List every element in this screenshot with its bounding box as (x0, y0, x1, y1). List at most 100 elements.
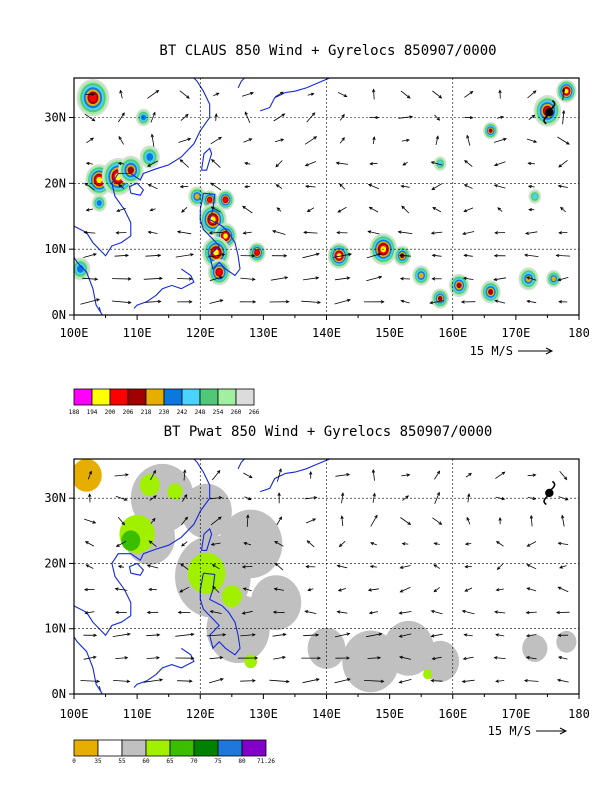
wind-vector-head (93, 633, 98, 637)
wind-vector (524, 254, 539, 257)
colorbar-label: 200 (105, 409, 116, 416)
wind-vector (118, 112, 125, 123)
colorbar-label: 71.26 (257, 758, 275, 765)
pwat-cell (423, 669, 432, 680)
wind-vector-head (368, 611, 373, 615)
wind-vector (496, 116, 504, 119)
wind-vector-head (210, 182, 215, 186)
wind-vector-head (271, 230, 276, 234)
wind-vector (339, 541, 346, 547)
wind-vector (495, 634, 505, 637)
wind-vector-head (436, 117, 441, 121)
wind-vector (305, 185, 316, 188)
wind-vector-head (462, 231, 466, 235)
x-tick-label: 140E (312, 707, 341, 721)
wind-vector-head (208, 231, 213, 235)
wind-vector-head (218, 516, 222, 520)
wind-vector (368, 231, 380, 235)
pwat-cell (139, 474, 160, 497)
grid-lines (74, 78, 579, 315)
wind-vector-head (309, 470, 313, 475)
wind-vector (364, 680, 384, 682)
wind-vector-head (406, 138, 410, 143)
claus-cell (456, 282, 462, 289)
wind-vector-head (115, 610, 119, 615)
wind-vector-head (123, 497, 128, 501)
wind-vector (150, 470, 156, 481)
wind-vector (401, 139, 410, 142)
wind-vector-head (401, 205, 405, 210)
wind-vector-head (369, 565, 374, 569)
wind-vector-head (398, 634, 403, 638)
wind-vector (115, 657, 128, 659)
wind-vector-head (157, 299, 162, 304)
vector-scale-label: 15 M/S (488, 724, 531, 738)
wind-vector-head (533, 139, 538, 143)
wind-vector-head (461, 609, 466, 614)
wind-vector (273, 656, 286, 660)
wind-vector-head (153, 495, 157, 499)
wind-vector (399, 679, 412, 683)
wind-vector-head (494, 299, 499, 303)
wind-vector-head (340, 515, 344, 520)
wind-vector-head (282, 655, 287, 660)
wind-vector-head (494, 231, 498, 235)
wind-vector (559, 470, 568, 480)
wind-vector-head (430, 231, 435, 235)
wind-vector-head (306, 540, 311, 544)
wind-vector-head (399, 253, 404, 258)
wind-vector-head (148, 540, 153, 544)
wind-vector-head (280, 138, 285, 142)
wind-vector-head (125, 473, 129, 477)
wind-vector-head (495, 540, 500, 545)
colorbar-swatch (235, 388, 255, 406)
wind-vector-head (275, 184, 280, 188)
wind-vector (305, 610, 317, 614)
wind-vector-head (338, 543, 343, 548)
wind-vector (464, 634, 473, 637)
wind-vector (274, 588, 284, 591)
wind-vector-head (219, 276, 224, 280)
wind-vector-head (526, 543, 531, 547)
wind-vector-head (276, 207, 281, 211)
wind-vector (527, 90, 537, 99)
wind-vector-head (215, 92, 220, 96)
wind-vector-head (248, 138, 253, 142)
wind-vector-head (159, 276, 163, 281)
wind-vector (146, 634, 160, 637)
wind-vector (400, 565, 411, 569)
wind-vector (275, 91, 284, 98)
wind-vector (304, 136, 317, 145)
wind-vector-head (313, 136, 318, 140)
wind-vector-head (561, 514, 565, 519)
wind-vector-head (248, 474, 253, 479)
wind-vector (333, 253, 352, 258)
wind-vector-head (493, 163, 498, 167)
coastline-segment (260, 459, 330, 493)
wind-vector-head (241, 565, 246, 569)
wind-vector-head (156, 656, 161, 660)
wind-vector (496, 588, 504, 591)
wind-vector (146, 657, 160, 659)
wind-vector-head (146, 610, 151, 615)
typhoon-symbol-tail (550, 100, 556, 110)
wind-vector (557, 136, 570, 145)
wind-vector (366, 276, 382, 282)
wind-vector (147, 90, 159, 99)
wind-vector-head (279, 91, 284, 95)
wind-vector-head (219, 299, 224, 303)
wind-vector-head (92, 520, 97, 524)
wind-vector-head (241, 611, 246, 615)
wind-vector (272, 633, 286, 637)
wind-vector-head (313, 496, 318, 500)
claus-cell (223, 233, 228, 239)
wind-vector-head (430, 610, 435, 614)
colorbar-label: 242 (177, 409, 188, 416)
wind-vector-head (375, 115, 380, 120)
wind-vector (305, 161, 317, 166)
wind-vector-head (398, 680, 403, 684)
wind-vector-head (526, 587, 531, 591)
vector-scale-label: 15 M/S (470, 344, 513, 358)
wind-vector (341, 493, 344, 504)
